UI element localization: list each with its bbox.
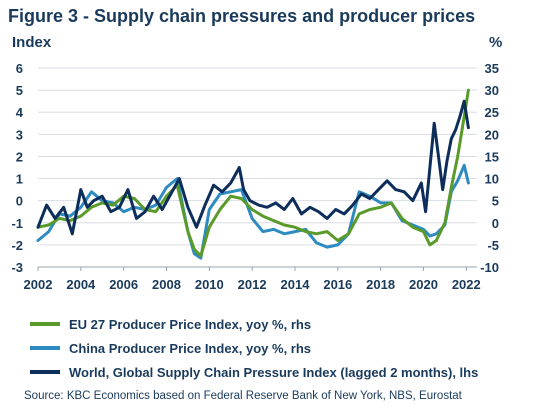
y-left-tick-label: 4 — [16, 105, 24, 120]
x-tick-label: 2016 — [323, 277, 352, 292]
y-left-tick-label: -3 — [11, 260, 23, 275]
y-right-tick-label: 10 — [485, 172, 499, 187]
series-line-0 — [36, 88, 470, 258]
legend-label-china: China Producer Price Index, yoy %, rhs — [69, 340, 312, 356]
x-tick-label: 2014 — [281, 277, 311, 292]
y-right-tick-label: -5 — [487, 238, 499, 253]
y-left-tick-label: 2 — [16, 149, 23, 164]
legend-item-eu: EU 27 Producer Price Index, yoy %, rhs — [30, 312, 478, 336]
legend-swatch-china — [30, 346, 60, 350]
y-right-tick-label: 35 — [485, 61, 499, 76]
y-left-tick-label: -2 — [11, 238, 23, 253]
x-tick-label: 2022 — [452, 277, 481, 292]
series-line-1 — [36, 163, 470, 260]
legend: EU 27 Producer Price Index, yoy %, rhs C… — [30, 312, 478, 384]
y-right-tick-label: -10 — [480, 260, 499, 275]
left-axis-title: Index — [12, 34, 52, 51]
y-right-tick-label: 0 — [492, 216, 499, 231]
y-right-tick-label: 15 — [485, 149, 499, 164]
y-right-tick-label: 30 — [485, 83, 499, 98]
x-tick-label: 2002 — [24, 277, 53, 292]
x-tick-label: 2020 — [409, 277, 438, 292]
y-left-tick-label: 6 — [16, 61, 23, 76]
y-left-tick-label: 5 — [16, 83, 23, 98]
x-tick-label: 2008 — [152, 277, 181, 292]
x-tick-label: 2012 — [238, 277, 267, 292]
source-note: Source: KBC Economics based on Federal R… — [24, 390, 462, 402]
legend-swatch-eu — [30, 322, 60, 326]
y-left-tick-label: 1 — [16, 172, 23, 187]
x-tick-label: 2018 — [366, 277, 395, 292]
y-right-tick-label: 20 — [485, 127, 499, 142]
x-tick-label: 2010 — [195, 277, 224, 292]
legend-label-world: World, Global Supply Chain Pressure Inde… — [69, 364, 479, 380]
y-right-tick-label: 25 — [485, 105, 499, 120]
legend-label-eu: EU 27 Producer Price Index, yoy %, rhs — [69, 316, 312, 332]
y-left-tick-label: 0 — [16, 194, 23, 209]
series-line-2 — [36, 99, 470, 236]
chart-title: Figure 3 - Supply chain pressures and pr… — [8, 6, 476, 26]
y-right-tick-label: 5 — [492, 194, 499, 209]
legend-item-china: China Producer Price Index, yoy %, rhs — [30, 336, 478, 360]
legend-item-world: World, Global Supply Chain Pressure Inde… — [30, 360, 478, 384]
legend-swatch-world — [30, 370, 60, 374]
y-left-tick-label: -1 — [11, 216, 23, 231]
x-tick-label: 2004 — [66, 277, 96, 292]
x-tick-label: 2006 — [109, 277, 138, 292]
right-axis-title: % — [489, 34, 503, 51]
y-left-tick-label: 3 — [16, 127, 23, 142]
